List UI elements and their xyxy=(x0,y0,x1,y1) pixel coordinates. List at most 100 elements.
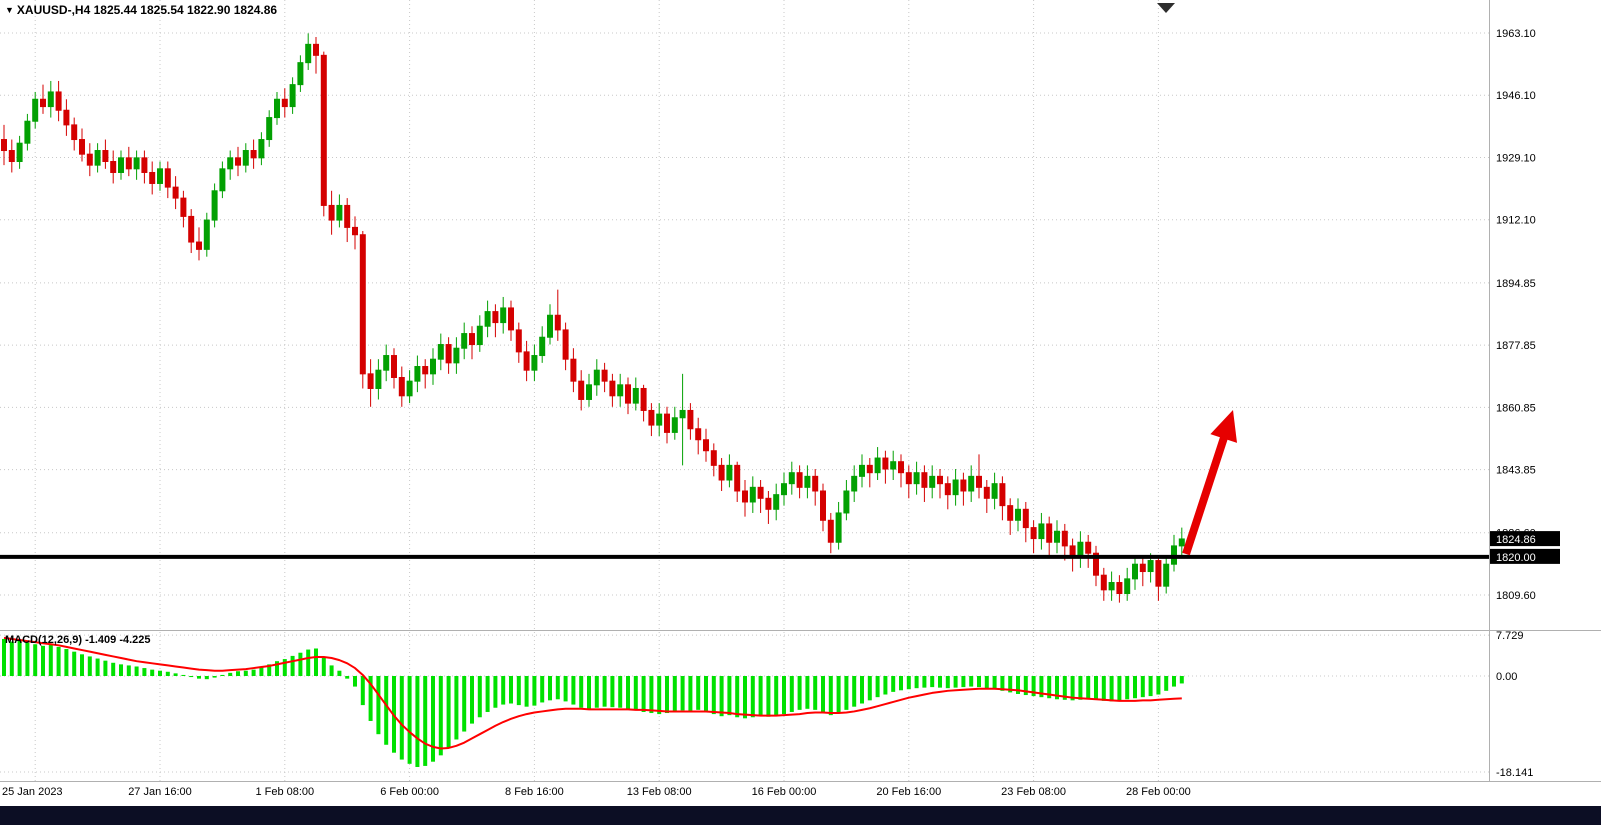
candle xyxy=(352,216,358,250)
candle xyxy=(726,454,733,488)
candle xyxy=(773,483,780,521)
candle xyxy=(976,454,982,499)
candle xyxy=(375,359,382,400)
candle xyxy=(968,465,975,502)
trend-arrow[interactable] xyxy=(1182,410,1238,556)
candle xyxy=(788,461,795,495)
candle xyxy=(539,326,546,363)
candle xyxy=(71,117,78,151)
candle xyxy=(79,128,85,162)
candle xyxy=(398,366,405,407)
candle xyxy=(367,359,374,407)
candle xyxy=(453,337,460,374)
price-axis-label: 1946.10 xyxy=(1496,90,1536,102)
candle xyxy=(952,469,959,506)
candle xyxy=(1015,498,1021,532)
macd-axis-label: 7.729 xyxy=(1496,630,1524,642)
candle xyxy=(359,231,366,389)
candle xyxy=(515,322,522,363)
candle xyxy=(172,176,179,210)
candle xyxy=(1046,516,1053,557)
svg-text:1820.00: 1820.00 xyxy=(1496,552,1536,564)
candle xyxy=(835,501,842,550)
candle xyxy=(991,472,998,510)
price-axis-label: 1843.85 xyxy=(1496,465,1536,477)
candle xyxy=(24,113,31,151)
candle xyxy=(196,227,202,261)
price-axis-label: 1894.85 xyxy=(1496,278,1536,290)
candle xyxy=(578,370,585,411)
candle xyxy=(757,480,764,513)
price-axis-label: 1809.60 xyxy=(1496,590,1536,602)
price-axis-label: 1860.85 xyxy=(1496,402,1536,414)
candle xyxy=(47,80,54,118)
candle xyxy=(55,80,62,122)
candle xyxy=(687,403,694,440)
candle xyxy=(1124,567,1131,601)
candle xyxy=(554,289,561,341)
candle xyxy=(211,183,218,228)
chart-shift-marker-icon[interactable] xyxy=(1157,3,1175,13)
candle xyxy=(664,406,670,444)
candle xyxy=(118,150,124,180)
time-axis-label: 6 Feb 00:00 xyxy=(380,786,439,798)
macd-axis-label: 0.00 xyxy=(1496,671,1517,683)
candle xyxy=(695,417,702,455)
candle xyxy=(157,161,163,191)
candle xyxy=(484,300,491,338)
candle xyxy=(625,377,631,415)
candle xyxy=(648,403,655,437)
candle xyxy=(913,461,920,495)
candle xyxy=(749,476,756,513)
candle xyxy=(1038,512,1045,550)
candle xyxy=(944,476,951,510)
price-axis-label: 1963.10 xyxy=(1496,28,1536,40)
candle xyxy=(734,461,741,502)
candle xyxy=(937,469,943,499)
candle xyxy=(133,150,140,180)
time-axis-label: 23 Feb 08:00 xyxy=(1001,786,1066,798)
candle xyxy=(313,37,319,74)
candle xyxy=(718,458,725,491)
symbol-dropdown-icon[interactable]: ▼ xyxy=(5,5,14,15)
candle xyxy=(905,465,912,499)
candle xyxy=(86,143,93,177)
macd-indicator-label: MACD(12,26,9) -1.409 -4.225 xyxy=(5,634,151,646)
candle xyxy=(586,373,592,407)
candle xyxy=(414,355,421,393)
candle xyxy=(344,198,351,243)
candle xyxy=(796,465,803,499)
candle xyxy=(890,450,897,481)
time-axis-label: 8 Feb 16:00 xyxy=(505,786,564,798)
candle xyxy=(1139,556,1146,587)
candle xyxy=(242,143,249,173)
candle xyxy=(391,348,397,389)
candle xyxy=(827,512,834,554)
candle xyxy=(609,373,616,407)
candle xyxy=(656,403,663,437)
candle xyxy=(328,190,335,235)
candle xyxy=(430,348,436,385)
candle xyxy=(921,465,928,502)
candle xyxy=(617,373,624,407)
candle xyxy=(1061,523,1068,561)
candle xyxy=(110,150,117,184)
candle xyxy=(851,465,858,502)
candle xyxy=(437,333,444,371)
candle xyxy=(812,469,819,506)
candle xyxy=(601,362,608,393)
candle xyxy=(843,480,850,521)
symbol-header: ▼ XAUUSD-,H4 1825.44 1825.54 1822.90 1824… xyxy=(5,3,277,17)
candle xyxy=(250,139,257,169)
candle xyxy=(632,377,639,411)
candle xyxy=(929,465,936,499)
price-badge: 1820.00 xyxy=(1490,548,1560,564)
candle xyxy=(898,454,904,488)
candle xyxy=(1054,520,1060,554)
candle xyxy=(445,337,452,374)
candle xyxy=(63,99,70,136)
candle xyxy=(281,88,288,118)
candle xyxy=(266,110,273,147)
